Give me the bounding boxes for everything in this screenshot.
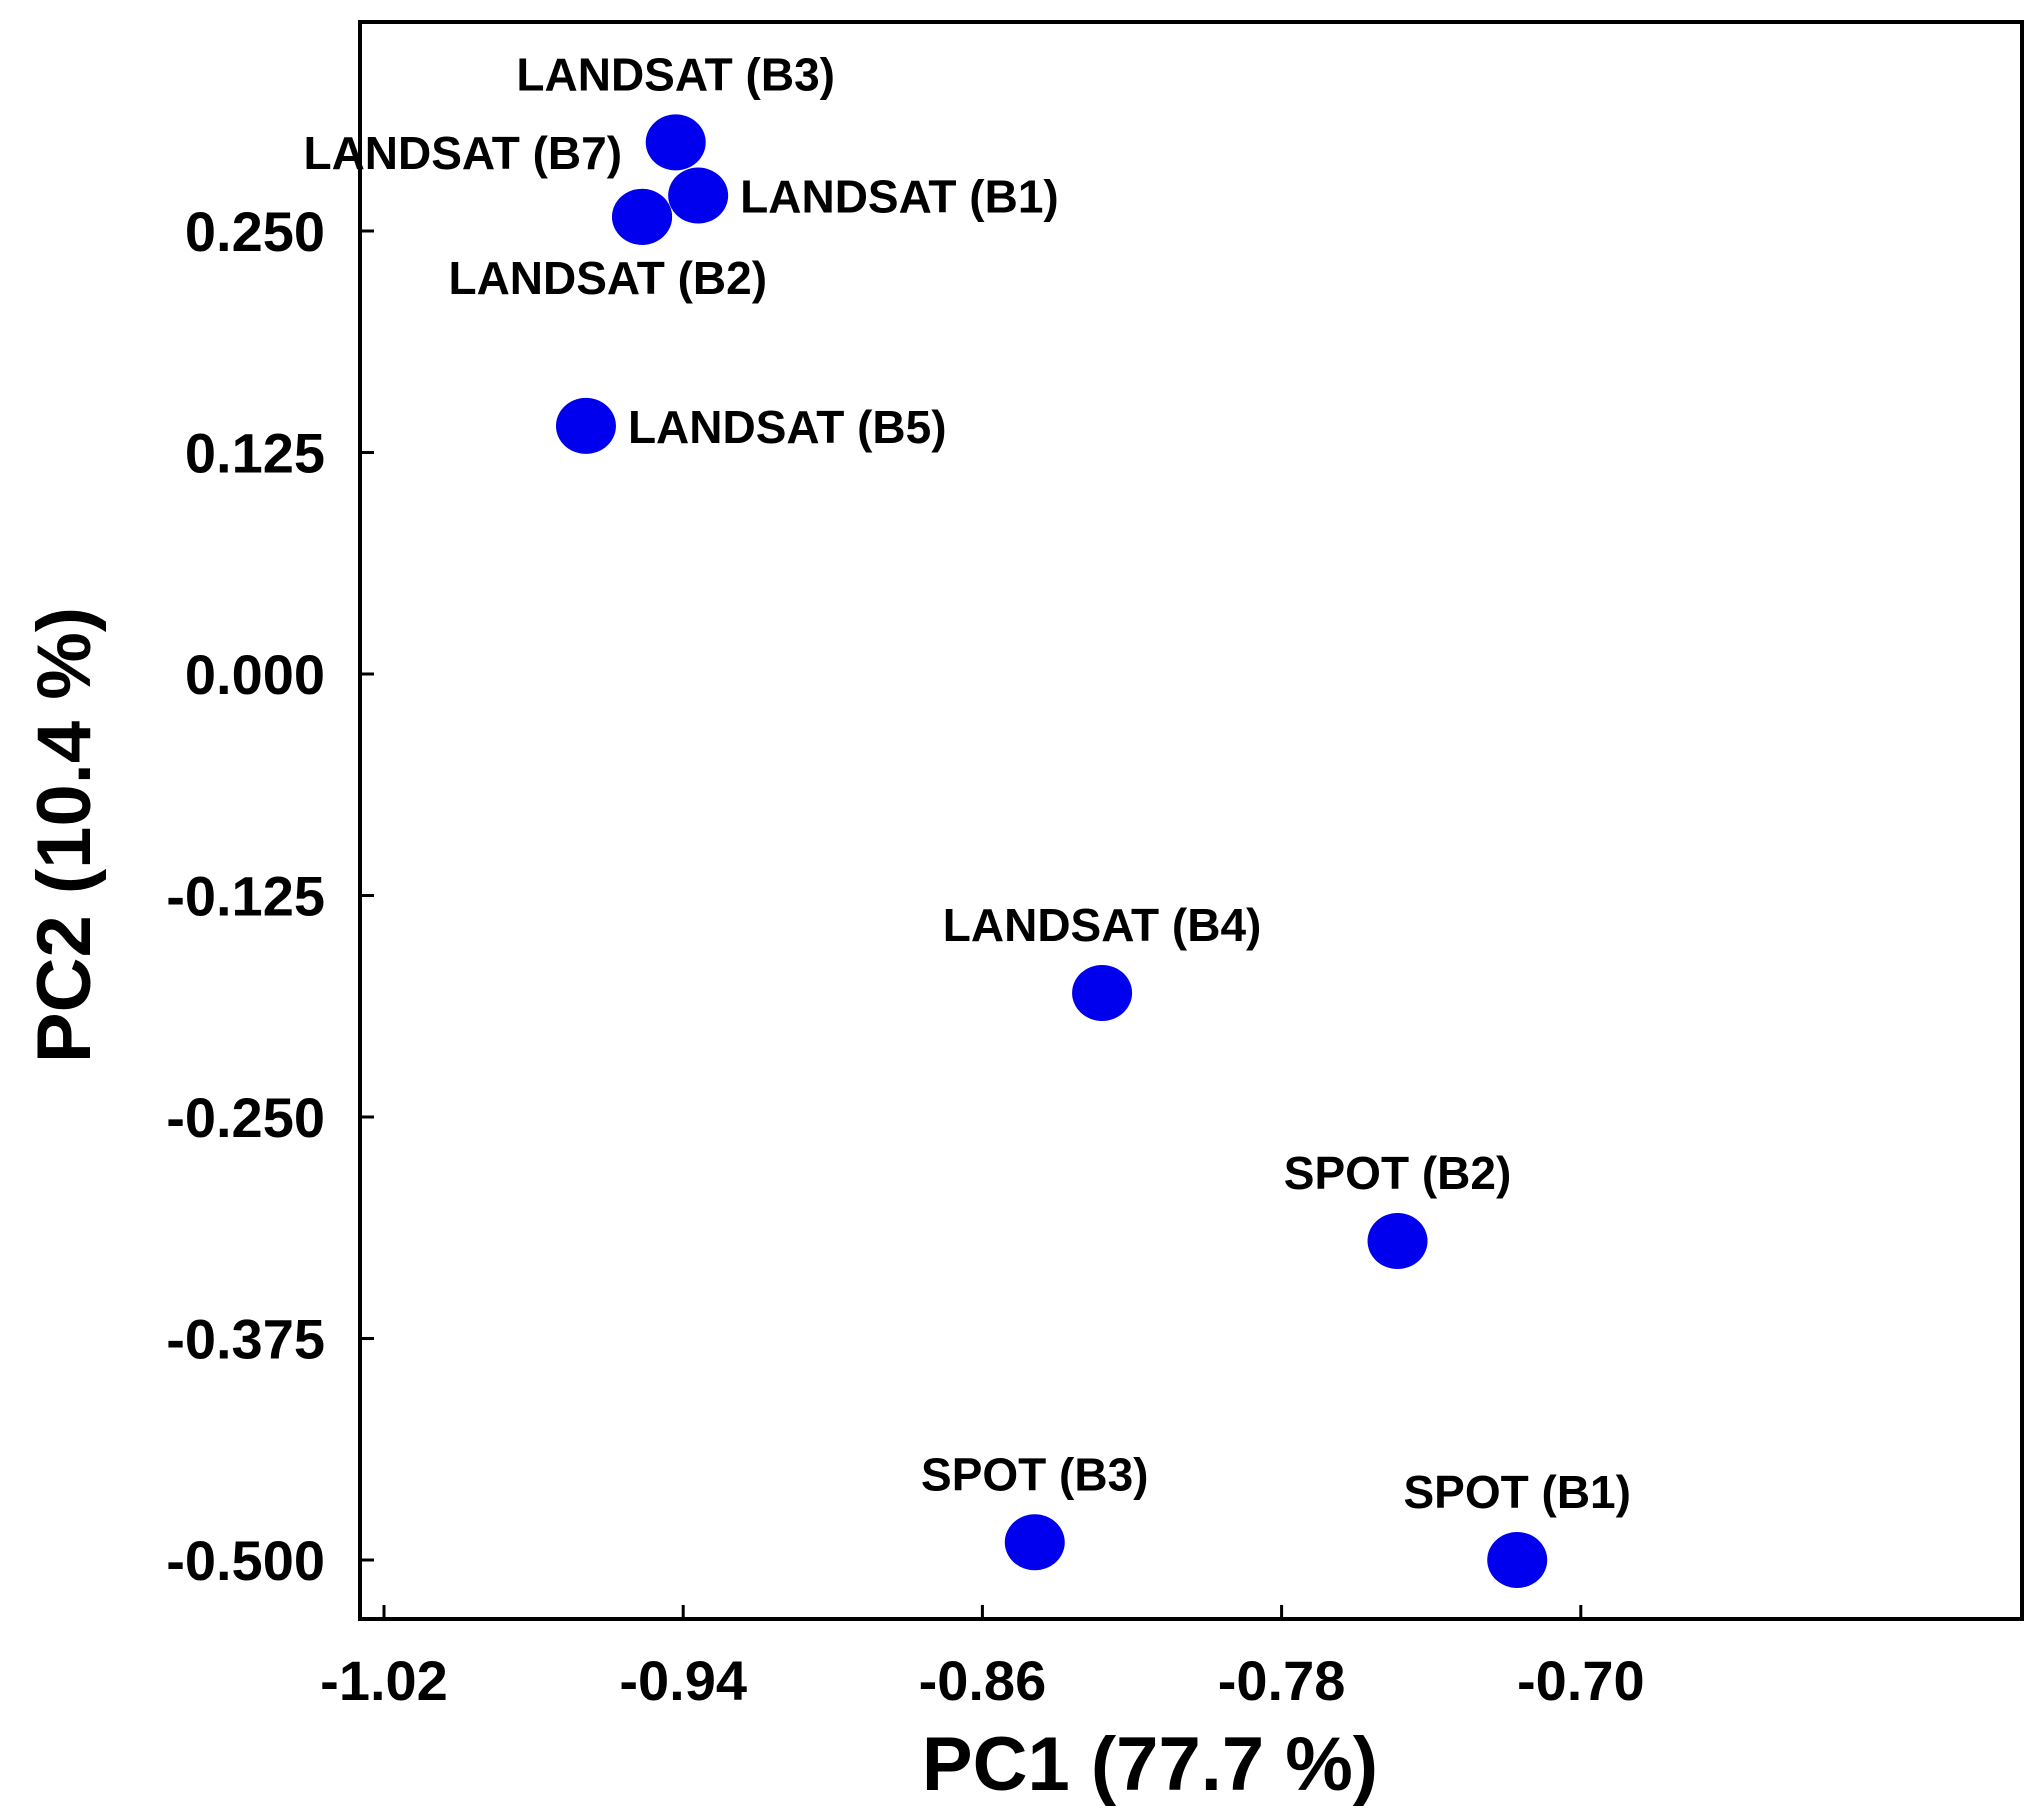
data-point: [645, 114, 706, 171]
point-label: LANDSAT (B2): [448, 252, 767, 304]
y-tick-label: -0.250: [166, 1086, 325, 1149]
point-label: LANDSAT (B4): [943, 899, 1262, 951]
data-points: [555, 114, 1548, 1588]
point-label: SPOT (B1): [1403, 1466, 1630, 1518]
y-tick-label: 0.000: [185, 643, 325, 706]
y-tick-label: -0.125: [166, 865, 325, 928]
point-label: LANDSAT (B1): [740, 171, 1059, 223]
point-label: LANDSAT (B7): [303, 127, 622, 179]
data-point: [1487, 1532, 1548, 1588]
x-tick-label: -0.86: [919, 1649, 1047, 1712]
y-axis-title: PC2 (10.4 %): [22, 607, 107, 1063]
data-point: [1072, 964, 1133, 1021]
data-point: [668, 167, 729, 224]
x-axis-ticks: -1.02 -0.94 -0.86 -0.78 -0.70: [320, 1605, 1645, 1712]
point-labels: LANDSAT (B3) LANDSAT (B1) LANDSAT (B7) LAND…: [303, 48, 1630, 1518]
point-label: SPOT (B3): [921, 1448, 1148, 1500]
x-tick-label: -1.02: [320, 1649, 448, 1712]
x-tick-label: -0.78: [1218, 1649, 1346, 1712]
plot-area-frame: [358, 20, 2024, 1621]
data-point: [1367, 1213, 1428, 1270]
x-axis-title: PC1 (77.7 %): [922, 1722, 1378, 1807]
y-tick-label: -0.375: [166, 1308, 325, 1371]
y-axis-ticks: 0.250 0.125 0.000 -0.125 -0.250 -0.375 -0.500: [166, 200, 374, 1592]
data-point: [612, 188, 673, 245]
point-label: LANDSAT (B3): [516, 48, 835, 100]
y-tick-label: 0.250: [185, 200, 325, 263]
point-label: LANDSAT (B5): [628, 401, 947, 453]
data-point: [1004, 1514, 1065, 1571]
y-tick-label: -0.500: [166, 1529, 325, 1592]
y-tick-label: 0.125: [185, 422, 325, 485]
point-label: SPOT (B2): [1284, 1147, 1511, 1199]
data-point: [555, 397, 616, 454]
x-tick-label: -0.70: [1517, 1649, 1645, 1712]
x-tick-label: -0.94: [619, 1649, 747, 1712]
